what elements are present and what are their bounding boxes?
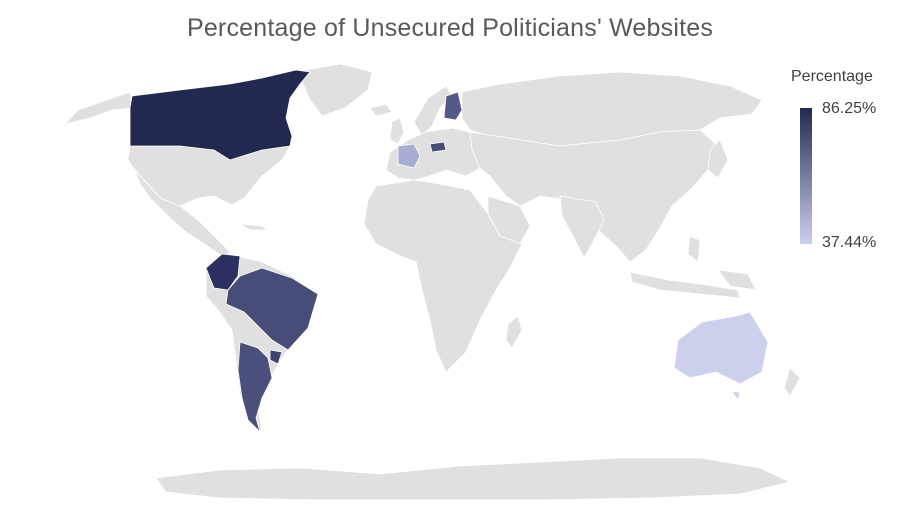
region-czech	[429, 141, 447, 153]
region-finland	[443, 91, 463, 121]
land-japan	[707, 139, 729, 179]
land-madagascar	[505, 315, 523, 349]
chart-title: Percentage of Unsecured Politicians' Web…	[186, 14, 714, 42]
legend-min-label: 37.44%	[822, 234, 877, 251]
land-antarctica	[155, 457, 792, 501]
land-iceland	[369, 103, 393, 117]
land-indonesia	[629, 271, 741, 299]
legend-color-bar	[800, 108, 812, 244]
region-australia	[673, 311, 769, 385]
land-uk	[389, 117, 405, 145]
land-cuba	[239, 223, 270, 231]
land-new-zealand	[783, 367, 801, 397]
region-brazil	[225, 267, 319, 351]
land-india	[559, 195, 605, 259]
base-land	[63, 63, 801, 501]
region-france	[397, 143, 421, 169]
choropleth-regions	[129, 69, 769, 434]
legend-max-label: 86.25%	[822, 100, 877, 117]
land-africa	[363, 179, 523, 373]
region-tasmania	[731, 391, 741, 401]
region-argentina	[237, 341, 273, 434]
land-new-guinea	[717, 269, 757, 291]
land-asia	[469, 129, 721, 263]
legend-title: Percentage	[791, 68, 873, 85]
region-uruguay	[269, 349, 283, 365]
land-alaska	[63, 91, 133, 125]
land-russia	[461, 71, 763, 147]
region-canada	[129, 69, 311, 161]
land-philippines	[687, 235, 701, 263]
region-colombia	[205, 253, 241, 291]
land-greenland	[301, 63, 373, 117]
